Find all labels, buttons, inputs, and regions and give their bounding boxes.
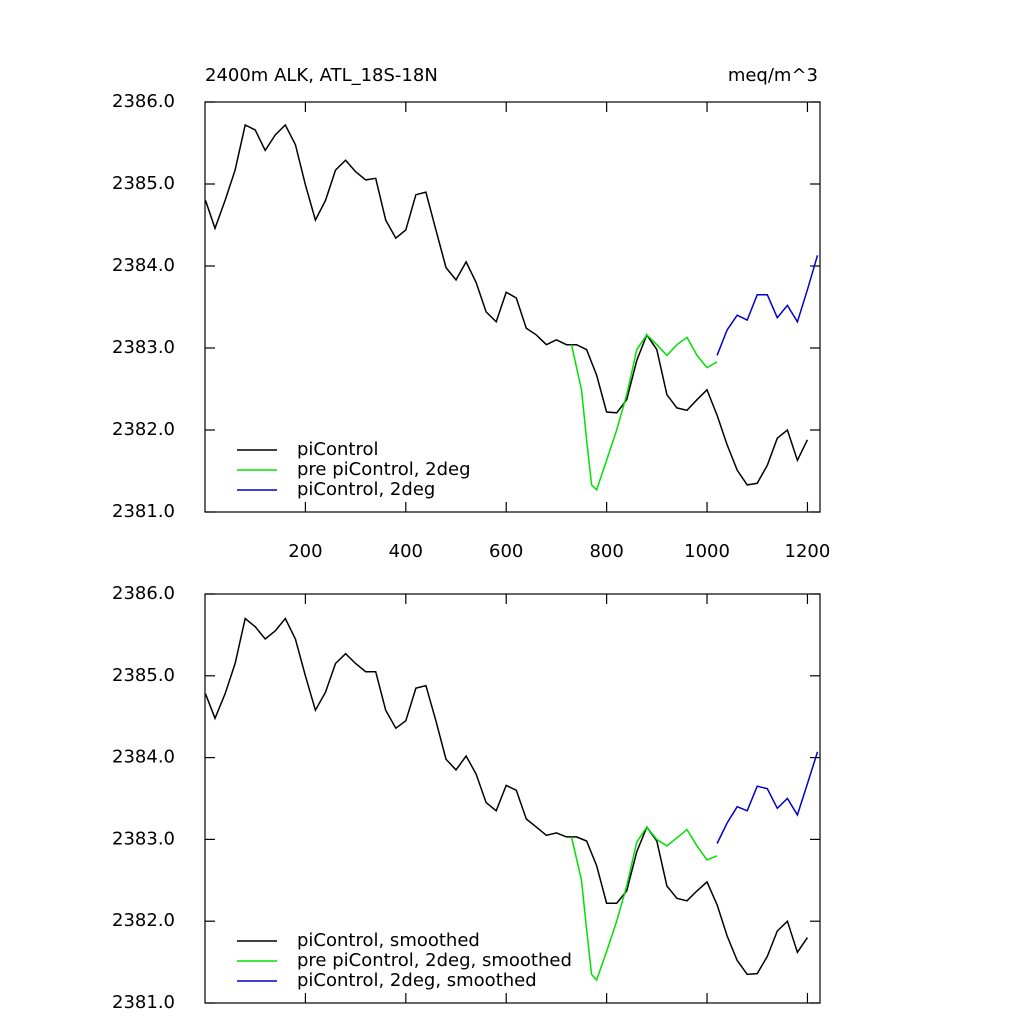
y-tick-label: 2386.0 (112, 91, 175, 112)
x-tick-label: 400 (389, 541, 423, 562)
data-line (204, 617, 809, 976)
units-label: meq/m^3 (728, 65, 818, 86)
data-line (570, 333, 718, 492)
legend-label: pre piControl, 2deg, smoothed (297, 950, 572, 971)
data-line (570, 825, 718, 982)
data-line (716, 751, 819, 844)
chart-title: 2400m ALK, ATL_18S-18N (205, 65, 438, 86)
legend-label: piControl, smoothed (297, 930, 480, 951)
y-tick-label: 2386.0 (112, 583, 175, 604)
x-tick-label: 1000 (684, 541, 730, 562)
y-tick-label: 2384.0 (112, 255, 175, 276)
x-tick-label: 200 (288, 541, 322, 562)
plot-frame (204, 101, 821, 513)
x-tick-label: 800 (589, 541, 623, 562)
y-tick-label: 2381.0 (112, 992, 175, 1013)
legend-label: pre piControl, 2deg (297, 459, 471, 480)
y-tick-label: 2383.0 (112, 828, 175, 849)
legend-label: piControl, 2deg, smoothed (297, 970, 537, 991)
x-tick-label: 1200 (785, 541, 831, 562)
y-tick-label: 2385.0 (112, 665, 175, 686)
legend-label: piControl, 2deg (297, 479, 435, 500)
y-tick-label: 2382.0 (112, 419, 175, 440)
y-tick-label: 2385.0 (112, 173, 175, 194)
x-tick-label: 600 (489, 541, 523, 562)
y-tick-label: 2381.0 (112, 501, 175, 522)
legend-label: piControl (297, 439, 379, 460)
y-tick-label: 2382.0 (112, 910, 175, 931)
y-tick-label: 2383.0 (112, 337, 175, 358)
plot-frame (204, 593, 821, 1004)
data-line (204, 123, 809, 486)
y-tick-label: 2384.0 (112, 747, 175, 768)
data-line (716, 255, 819, 356)
